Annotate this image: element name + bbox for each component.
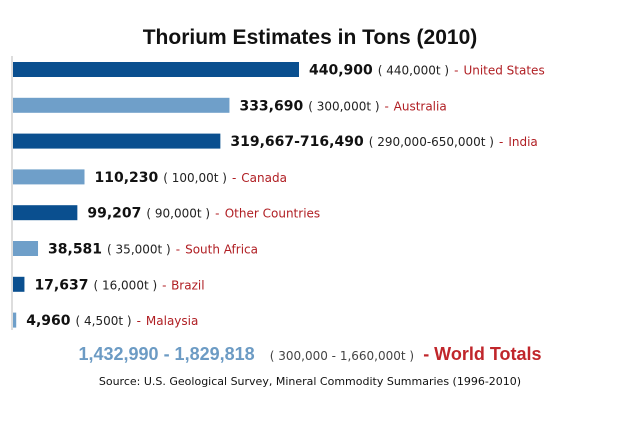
category-label: Malaysia <box>146 314 198 328</box>
tonne-label: ( 100,00t ) <box>163 171 227 185</box>
totals-range: 1,432,990 - 1,829,818 <box>78 344 255 364</box>
bar-india <box>13 133 221 149</box>
bar-canada <box>13 169 85 185</box>
bar-malaysia <box>13 312 17 328</box>
tonne-label: ( 440,000t ) <box>378 64 449 78</box>
separator-dash: - <box>215 207 220 221</box>
category-label: Brazil <box>171 278 205 292</box>
value-label: 333,690 <box>239 98 303 114</box>
bar-label-united-states: 440,900 ( 440,000t ) - United States <box>309 63 545 79</box>
bar-label-south-africa: 38,581 ( 35,000t ) - South Africa <box>48 242 258 258</box>
labels-group: 440,900( 440,000t ) - United States333,690… <box>26 63 544 330</box>
value-label: 99,207 <box>87 206 141 222</box>
category-label: Canada <box>241 171 287 185</box>
category-label: Other Countries <box>225 207 320 221</box>
separator-dash: - <box>232 171 236 185</box>
value-label: 4,960 <box>26 313 71 329</box>
separator-dash: - <box>385 99 389 113</box>
separator-dash: - <box>137 314 141 328</box>
bar-australia <box>13 97 230 113</box>
bar-united-states <box>13 62 299 77</box>
bar-brazil <box>13 276 25 292</box>
value-label: 440,900 <box>309 63 373 79</box>
world-totals: 1,432,990 - 1,829,818 ( 300,000 - 1,660,… <box>0 344 620 365</box>
tonne-label: ( 290,000-650,000t ) <box>369 135 494 149</box>
value-label: 319,667-716,490 <box>230 134 364 150</box>
tonne-label: ( 35,000t ) <box>107 243 171 257</box>
bar-label-india: 319,667-716,490 ( 290,000-650,000t ) - Indi… <box>230 134 537 150</box>
separator-dash: - <box>162 278 166 292</box>
tonne-label: ( 300,000t ) <box>308 99 379 113</box>
value-label: 38,581 <box>48 242 102 258</box>
bar-label-other-countries: 99,207 ( 90,000t ) - Other Countries <box>87 206 320 222</box>
category-label: Australia <box>394 99 447 113</box>
category-label: United States <box>463 64 544 78</box>
bars-group <box>13 62 299 328</box>
separator-dash: - <box>176 243 180 257</box>
tonne-label: ( 16,000t ) <box>93 278 157 292</box>
chart-title: Thorium Estimates in Tons (2010) <box>142 26 478 49</box>
totals-tonnes: ( 300,000 - 1,660,000t ) <box>269 349 415 363</box>
bar-label-brazil: 17,637 ( 16,000t ) - Brazil <box>34 277 204 293</box>
tonne-label: ( 90,000t ) <box>146 207 210 221</box>
totals-label: - World Totals <box>423 344 542 364</box>
bar-label-malaysia: 4,960 ( 4,500t ) - Malaysia <box>26 313 198 329</box>
category-label: South Africa <box>185 243 258 257</box>
tonne-label: ( 4,500t ) <box>76 314 132 328</box>
separator-dash: - <box>499 135 503 149</box>
bar-chart: 440,900( 440,000t ) - United States333,690… <box>11 56 545 330</box>
bar-label-australia: 333,690 ( 300,000t ) - Australia <box>239 98 446 114</box>
bar-other-countries <box>13 205 78 221</box>
value-label: 17,637 <box>34 277 88 293</box>
category-label: India <box>508 135 537 149</box>
separator-dash: - <box>454 64 458 78</box>
value-label: 110,230 <box>95 170 159 186</box>
bar-south-africa <box>13 241 39 256</box>
bar-label-canada: 110,230 ( 100,00t ) - Canada <box>95 170 287 186</box>
source-note: Source: U.S. Geological Survey, Mineral … <box>98 375 522 388</box>
